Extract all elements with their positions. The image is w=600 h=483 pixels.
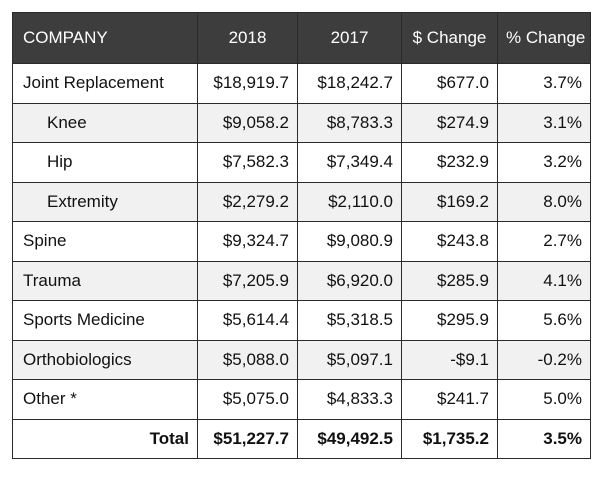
- cell-percent-change: 3.7%: [497, 63, 591, 104]
- revenue-table-container: COMPANY 2018 2017 $ Change % Change Join…: [12, 12, 591, 474]
- table-row: Sports Medicine $5,614.4 $5,318.5 $295.9…: [12, 300, 591, 341]
- cell-percent-change: 2.7%: [497, 221, 591, 262]
- cell-2017: $6,920.0: [297, 260, 402, 301]
- cell-percent-change: 8.0%: [497, 181, 591, 222]
- table-row: Joint Replacement $18,919.7 $18,242.7 $6…: [12, 63, 591, 104]
- row-label: Other *: [12, 379, 198, 420]
- row-label: Orthobiologics: [12, 339, 198, 380]
- cell-2018: $5,614.4: [197, 300, 298, 341]
- cell-dollar-change: -$9.1: [401, 339, 498, 380]
- cell-2017: $2,110.0: [297, 181, 402, 222]
- table-header-row: COMPANY 2018 2017 $ Change % Change: [12, 12, 591, 64]
- cell-dollar-change: $274.9: [401, 102, 498, 143]
- total-2017: $49,492.5: [297, 418, 402, 459]
- cell-2018: $7,205.9: [197, 260, 298, 301]
- cell-2018: $2,279.2: [197, 181, 298, 222]
- cell-dollar-change: $295.9: [401, 300, 498, 341]
- row-label: Joint Replacement: [12, 63, 198, 104]
- cell-percent-change: 3.2%: [497, 142, 591, 183]
- row-label: Spine: [12, 221, 198, 262]
- row-label: Trauma: [12, 260, 198, 301]
- cell-dollar-change: $243.8: [401, 221, 498, 262]
- table-row: Other * $5,075.0 $4,833.3 $241.7 5.0%: [12, 379, 591, 420]
- cell-dollar-change: $677.0: [401, 63, 498, 104]
- table-row: Hip $7,582.3 $7,349.4 $232.9 3.2%: [12, 142, 591, 183]
- cell-percent-change: -0.2%: [497, 339, 591, 380]
- cell-2017: $18,242.7: [297, 63, 402, 104]
- cell-2018: $9,324.7: [197, 221, 298, 262]
- table-row: Orthobiologics $5,088.0 $5,097.1 -$9.1 -…: [12, 339, 591, 380]
- total-label: Total: [12, 418, 198, 459]
- cell-dollar-change: $169.2: [401, 181, 498, 222]
- row-label: Extremity: [12, 181, 198, 222]
- total-dollar-change: $1,735.2: [401, 418, 498, 459]
- cell-dollar-change: $241.7: [401, 379, 498, 420]
- cell-percent-change: 4.1%: [497, 260, 591, 301]
- row-label: Knee: [12, 102, 198, 143]
- row-label: Sports Medicine: [12, 300, 198, 341]
- cell-percent-change: 5.0%: [497, 379, 591, 420]
- header-dollar-change: $ Change: [401, 12, 498, 64]
- total-2018: $51,227.7: [197, 418, 298, 459]
- table-row: Knee $9,058.2 $8,783.3 $274.9 3.1%: [12, 102, 591, 143]
- table-row: Spine $9,324.7 $9,080.9 $243.8 2.7%: [12, 221, 591, 262]
- table-row: Trauma $7,205.9 $6,920.0 $285.9 4.1%: [12, 260, 591, 301]
- revenue-table: COMPANY 2018 2017 $ Change % Change Join…: [12, 12, 591, 459]
- cell-2017: $9,080.9: [297, 221, 402, 262]
- total-percent-change: 3.5%: [497, 418, 591, 459]
- cell-percent-change: 3.1%: [497, 102, 591, 143]
- header-2017: 2017: [297, 12, 402, 64]
- header-percent-change: % Change: [497, 12, 591, 64]
- cell-2018: $9,058.2: [197, 102, 298, 143]
- cell-2018: $5,075.0: [197, 379, 298, 420]
- cell-2018: $18,919.7: [197, 63, 298, 104]
- cell-dollar-change: $285.9: [401, 260, 498, 301]
- cell-2018: $7,582.3: [197, 142, 298, 183]
- total-row: Total $51,227.7 $49,492.5 $1,735.2 3.5%: [12, 418, 591, 459]
- cell-percent-change: 5.6%: [497, 300, 591, 341]
- cell-2017: $5,097.1: [297, 339, 402, 380]
- cell-dollar-change: $232.9: [401, 142, 498, 183]
- cell-2017: $7,349.4: [297, 142, 402, 183]
- header-company: COMPANY: [12, 12, 198, 64]
- cell-2018: $5,088.0: [197, 339, 298, 380]
- cell-2017: $4,833.3: [297, 379, 402, 420]
- header-2018: 2018: [197, 12, 298, 64]
- row-label: Hip: [12, 142, 198, 183]
- table-row: Extremity $2,279.2 $2,110.0 $169.2 8.0%: [12, 181, 591, 222]
- cell-2017: $8,783.3: [297, 102, 402, 143]
- cell-2017: $5,318.5: [297, 300, 402, 341]
